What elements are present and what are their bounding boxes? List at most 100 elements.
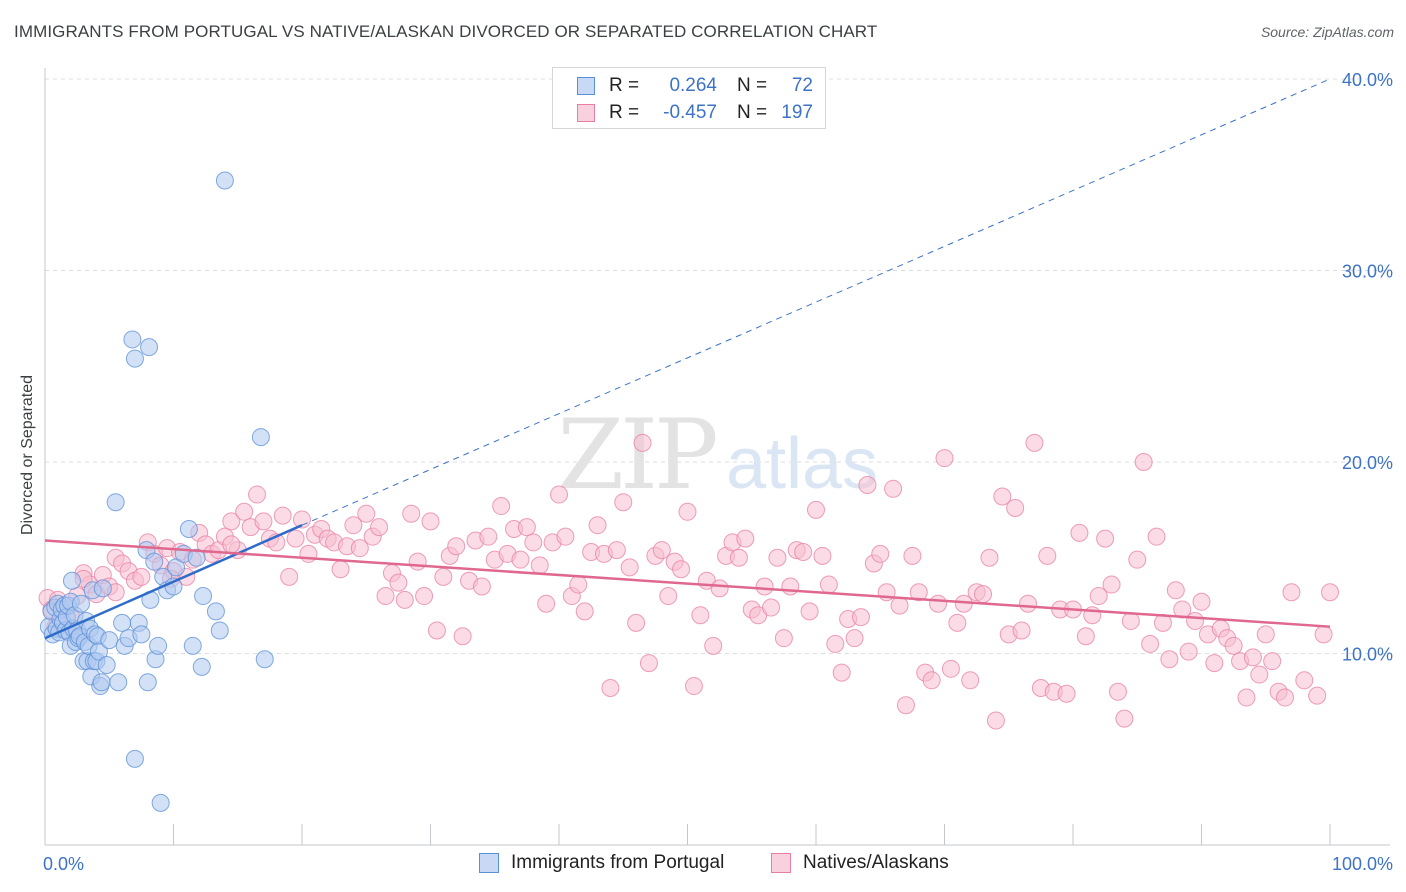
data-point xyxy=(248,485,267,504)
data-point xyxy=(1160,650,1179,669)
data-point xyxy=(813,546,832,565)
data-point xyxy=(71,594,90,613)
data-point xyxy=(678,502,697,521)
data-point xyxy=(376,587,395,606)
legend-row-portugal: R = 0.264 N = 72 xyxy=(577,74,813,98)
x-tick-label: 0.0% xyxy=(43,854,84,874)
data-point xyxy=(479,527,498,546)
data-point xyxy=(138,673,157,692)
data-point xyxy=(421,512,440,531)
trend-line-natives xyxy=(44,539,1331,628)
legend-r-value: 0.264 xyxy=(669,75,717,96)
data-point xyxy=(395,590,414,609)
data-point xyxy=(192,657,211,676)
data-point xyxy=(1295,671,1314,690)
data-point xyxy=(935,449,954,468)
legend-item-portugal[interactable]: Immigrants from Portugal xyxy=(479,852,724,874)
data-point xyxy=(530,556,549,575)
series-legend: Immigrants from Portugal Natives/Alaskan… xyxy=(0,852,1406,878)
legend-swatch-portugal xyxy=(479,853,499,873)
data-point xyxy=(447,537,466,556)
data-point xyxy=(710,579,729,598)
y-tick-label: 20.0% xyxy=(1342,453,1393,473)
gridlines xyxy=(45,78,1390,654)
data-point xyxy=(922,671,941,690)
series-natives-alaskans xyxy=(38,433,1339,730)
data-point xyxy=(100,631,119,650)
source-label: Source: ZipAtlas.com xyxy=(1260,24,1394,40)
data-point xyxy=(652,541,671,560)
data-point xyxy=(1179,642,1198,661)
data-point xyxy=(113,613,132,632)
trend-lines xyxy=(44,78,1331,640)
data-point xyxy=(1019,594,1038,613)
data-point xyxy=(1070,523,1089,542)
data-point xyxy=(1102,575,1121,594)
data-point xyxy=(132,567,151,586)
data-point xyxy=(980,548,999,567)
legend-label-natives: Natives/Alaskans xyxy=(803,852,949,873)
data-point xyxy=(273,506,292,525)
data-point xyxy=(125,749,144,768)
series-immigrants-from-portugal xyxy=(39,171,274,812)
data-point xyxy=(210,621,229,640)
data-point xyxy=(948,613,967,632)
legend-row-natives: R = -0.457 N = 197 xyxy=(577,101,813,125)
y-tick-label: 40.0% xyxy=(1342,70,1393,90)
data-point xyxy=(427,621,446,640)
data-point xyxy=(1256,625,1275,644)
data-point xyxy=(408,552,427,571)
data-point xyxy=(140,338,159,357)
data-point xyxy=(1192,592,1211,611)
data-point xyxy=(132,625,151,644)
data-point xyxy=(672,560,691,579)
data-point xyxy=(1186,611,1205,630)
y-tick-label: 30.0% xyxy=(1342,262,1393,282)
data-point xyxy=(370,518,389,537)
data-point xyxy=(1096,529,1115,548)
data-point xyxy=(222,512,241,531)
data-point xyxy=(350,539,369,558)
data-point xyxy=(1108,682,1127,701)
data-point xyxy=(575,602,594,621)
data-point xyxy=(434,567,453,586)
data-point xyxy=(106,493,125,512)
data-point xyxy=(179,520,198,539)
data-point xyxy=(684,677,703,696)
data-point xyxy=(280,567,299,586)
data-point xyxy=(909,583,928,602)
data-point xyxy=(993,487,1012,506)
data-point xyxy=(89,642,108,661)
correlation-legend: R = 0.264 N = 72 R = -0.457 N = 197 xyxy=(552,67,826,129)
data-point xyxy=(614,493,633,512)
data-point xyxy=(151,793,170,812)
data-point xyxy=(941,659,960,678)
data-point xyxy=(826,634,845,653)
data-point xyxy=(929,594,948,613)
data-point xyxy=(639,654,658,673)
data-point xyxy=(206,602,225,621)
data-point xyxy=(768,548,787,567)
data-point xyxy=(331,560,350,579)
data-point xyxy=(774,629,793,648)
data-point xyxy=(1076,627,1095,646)
legend-r-label: R = xyxy=(609,75,640,96)
data-point xyxy=(807,500,825,519)
legend-swatch-portugal xyxy=(577,77,595,95)
legend-swatch-natives xyxy=(771,853,791,873)
legend-item-natives[interactable]: Natives/Alaskans xyxy=(771,852,949,874)
data-point xyxy=(62,571,81,590)
data-point xyxy=(762,598,781,617)
data-point xyxy=(357,504,376,523)
data-point xyxy=(1237,688,1256,707)
watermark-zip: ZIP xyxy=(557,399,716,511)
data-point xyxy=(890,596,909,615)
data-point xyxy=(1115,709,1134,728)
legend-n-value: 72 xyxy=(791,75,813,96)
data-point xyxy=(986,711,1005,730)
data-point xyxy=(659,587,678,606)
data-point xyxy=(254,512,273,531)
data-point xyxy=(1224,636,1243,655)
data-point xyxy=(537,594,556,613)
data-point xyxy=(149,636,168,655)
